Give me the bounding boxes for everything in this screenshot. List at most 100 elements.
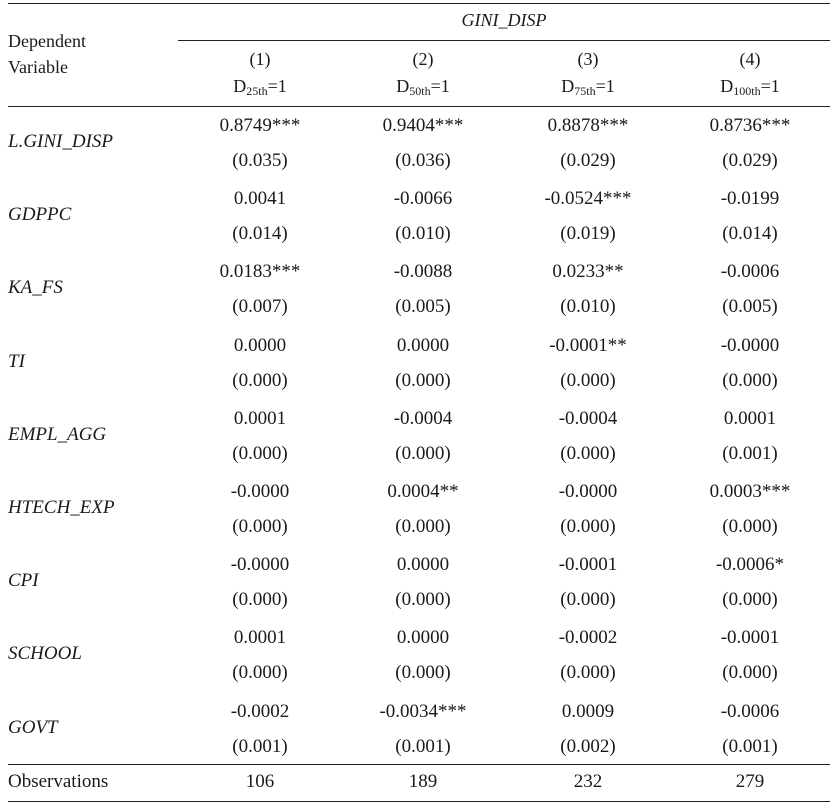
standard-error-cell: (0.000) [395,442,451,464]
standard-error-cell: (0.000) [232,516,288,537]
standard-error-cell: (0.000) [722,589,778,611]
standard-error-cell: (0.002) [560,735,616,757]
coefficient-cell: 0.0041 [233,188,287,210]
dummy-equals: =1 [760,76,780,96]
coefficient-cell: -0.0000 [558,481,618,502]
coefficient-cell: -0.0199 [720,188,780,210]
coefficient-cell: -0.0004 [393,407,453,429]
coefficient-cell: -0.0000 [230,554,290,576]
dummy-letter: D [720,76,734,96]
dummy-letter: D [233,76,247,96]
standard-error-cell: (0.007) [232,296,288,318]
standard-error-cell: (0.014) [232,223,288,245]
coefficient-cell: -0.0002 [230,700,290,722]
standard-error-cell: (0.001) [395,735,451,757]
observations-value: 232 [573,771,603,792]
coefficient-cell: -0.0066 [393,188,453,210]
variable-name: GOVT [8,716,58,738]
header-bottom-rule [8,106,830,107]
coefficient-cell: 0.0000 [396,334,450,356]
column-dummy-label: D100th=1 [670,75,830,102]
standard-error-cell: (0.000) [560,442,616,464]
dummy-percentile: 75th [574,84,596,98]
standard-error-cell: (0.000) [232,589,288,611]
variable-name: SCHOOL [8,643,82,665]
table-bottom-rule [8,801,830,802]
coefficient-cell: 0.0003*** [709,481,791,502]
coefficient-cell: -0.0006 [720,261,780,283]
coefficient-cell: 0.8878*** [547,115,629,136]
coefficient-cell: -0.0006* [715,554,785,576]
standard-error-cell: (0.000) [722,516,778,537]
variable-name: GDPPC [8,204,72,226]
group-title: GINI_DISP [461,10,547,30]
standard-error-cell: (0.000) [560,369,616,391]
standard-error-cell: (0.010) [560,296,616,318]
variable-name: EMPL_AGG [8,423,107,445]
coefficient-cell: -0.0006 [720,700,780,722]
standard-error-cell: (0.001) [722,442,778,464]
coefficient-cell: 0.0183*** [219,261,301,283]
dummy-percentile: 25th [246,84,268,98]
standard-error-cell: (0.000) [560,589,616,611]
standard-error-cell: (0.035) [232,150,288,171]
coefficient-cell: 0.0001 [233,407,287,429]
dummy-letter: D [396,76,410,96]
dummy-equals: =1 [595,76,615,96]
standard-error-cell: (0.000) [395,662,451,684]
coefficient-cell: -0.0001** [549,334,627,356]
coefficient-cell: 0.9404*** [382,115,464,136]
column-number: (1) [249,49,271,69]
variable-name: HTECH_EXP [8,497,115,518]
column-dummy-label: D50th=1 [343,75,503,102]
standard-error-cell: (0.001) [722,735,778,757]
coefficient-cell: -0.0002 [558,627,618,649]
standard-error-cell: (0.000) [395,516,451,537]
coefficient-cell: 0.0004** [387,481,459,502]
standard-error-cell: (0.001) [232,735,288,757]
coefficient-cell: -0.0000 [720,334,780,356]
standard-error-cell: (0.005) [722,296,778,318]
column-number: (3) [577,49,599,69]
standard-error-cell: (0.014) [722,223,778,245]
coefficient-cell: -0.0004 [558,407,618,429]
coefficient-cell: 0.8749*** [219,115,301,136]
observations-value: 189 [408,771,438,792]
standard-error-cell: (0.029) [722,150,778,171]
coefficient-cell: 0.0000 [396,627,450,649]
variable-name: KA_FS [8,277,63,299]
column-dummy-label: D25th=1 [180,75,340,102]
standard-error-cell: (0.000) [395,369,451,391]
coefficient-cell: 0.0000 [396,554,450,576]
coefficient-cell: 0.0009 [561,700,615,722]
coefficient-cell: -0.0524*** [544,188,632,210]
column-number: (2) [412,49,434,69]
dummy-equals: =1 [267,76,287,96]
standard-error-cell: (0.000) [722,369,778,391]
group-rule [178,40,830,41]
coefficient-cell: 0.0233** [552,261,624,283]
coefficient-cell: -0.0001 [558,554,618,576]
coefficient-cell: -0.0001 [720,627,780,649]
coefficient-cell: 0.0000 [233,334,287,356]
standard-error-cell: (0.010) [395,223,451,245]
coefficient-cell: -0.0000 [230,481,290,502]
coefficient-cell: -0.0088 [393,261,453,283]
coefficient-cell: 0.0001 [723,407,777,429]
standard-error-cell: (0.000) [560,662,616,684]
coefficient-cell: -0.0034*** [379,700,467,722]
column-dummy-label: D75th=1 [508,75,668,102]
standard-error-cell: (0.019) [560,223,616,245]
standard-error-cell: (0.000) [395,589,451,611]
standard-error-cell: (0.000) [232,442,288,464]
dependent-variable-label-line1: Dependent [8,31,86,51]
observations-label: Observations [8,771,109,792]
coefficient-cell: 0.8736*** [709,115,791,136]
standard-error-cell: (0.000) [722,662,778,684]
variable-name: L.GINI_DISP [8,131,114,152]
standard-error-cell: (0.000) [232,369,288,391]
standard-error-cell: (0.029) [560,150,616,171]
dependent-variable-label-line2: Variable [8,57,68,77]
body-bottom-rule [8,764,830,765]
observations-value: 279 [735,771,765,792]
